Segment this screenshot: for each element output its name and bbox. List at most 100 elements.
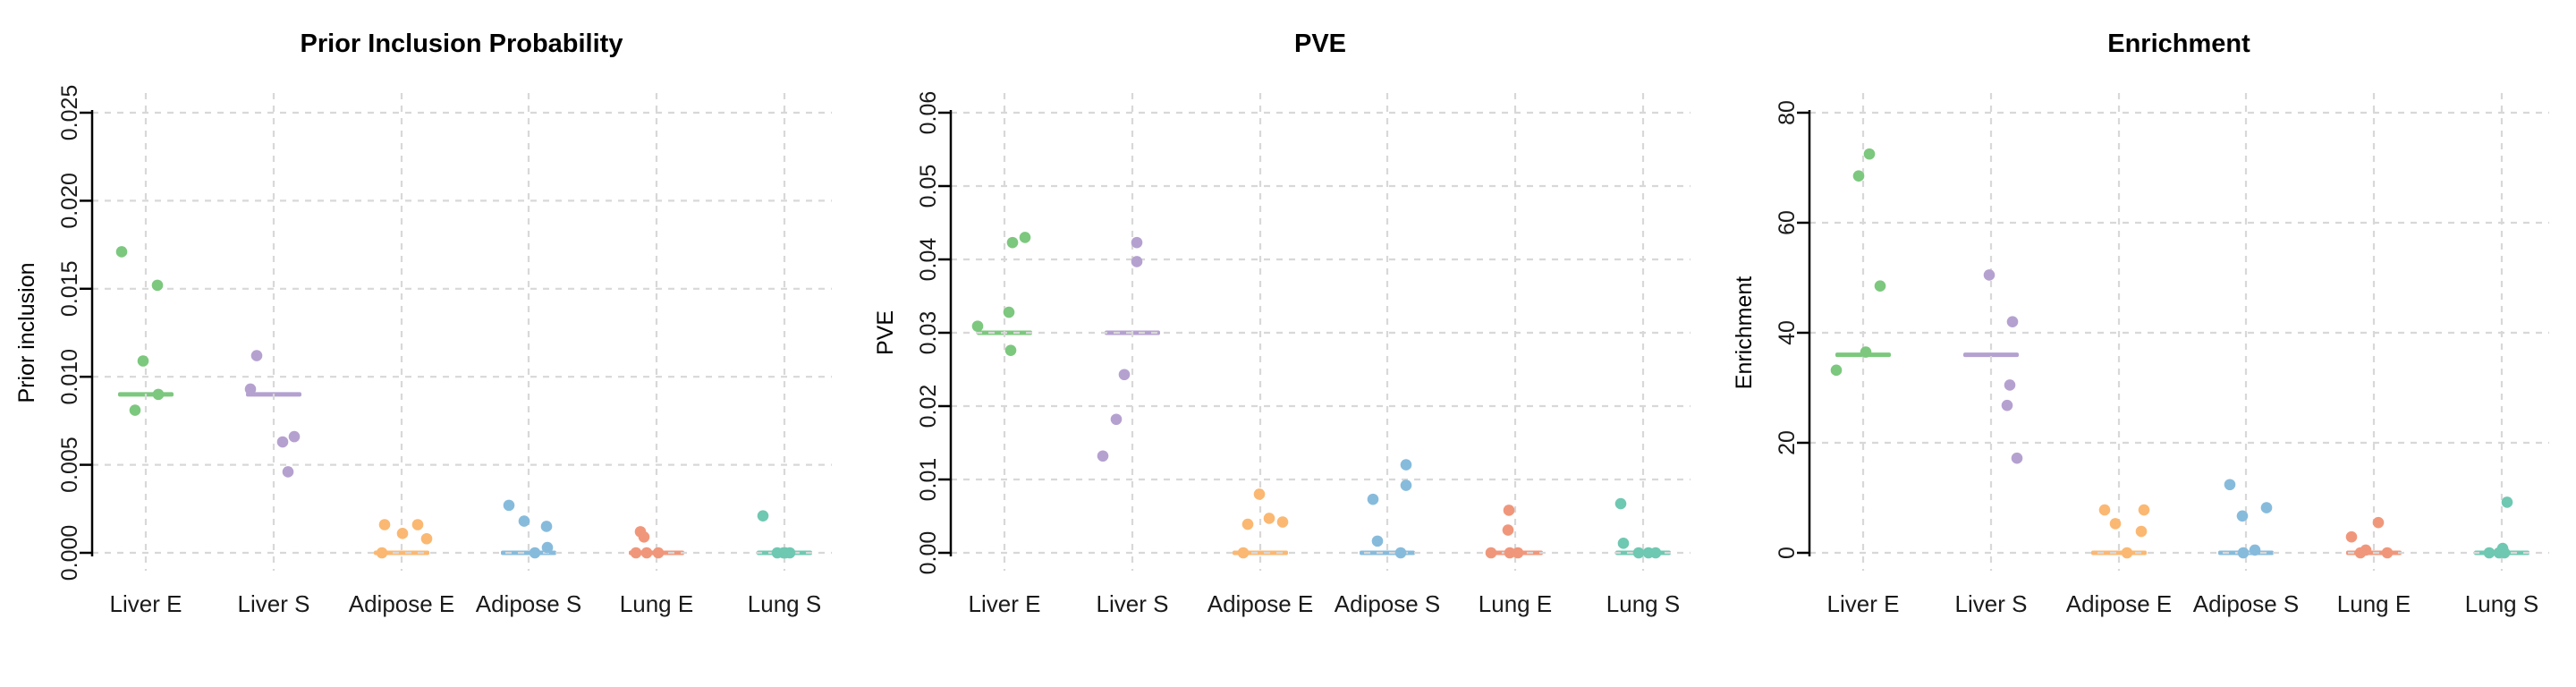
data-point	[503, 499, 515, 512]
chart-title: Enrichment	[2107, 30, 2250, 58]
y-tick-label: 0.000	[57, 525, 82, 581]
data-point	[2260, 502, 2273, 513]
data-point	[540, 521, 553, 532]
x-category-label: Liver S	[238, 590, 310, 617]
data-point	[1504, 547, 1516, 559]
data-point	[630, 547, 642, 559]
y-axis-title: Enrichment	[1732, 276, 1757, 389]
y-tick-label: 0.03	[916, 311, 941, 355]
data-point	[1400, 459, 1412, 471]
data-point	[2345, 530, 2358, 543]
data-point	[971, 320, 984, 332]
data-point	[638, 530, 650, 543]
data-point	[152, 388, 165, 401]
data-point	[757, 510, 769, 522]
data-point	[2004, 379, 2016, 391]
data-point	[2236, 510, 2249, 522]
data-point	[411, 519, 424, 530]
data-point	[1512, 547, 1524, 559]
x-category-label: Lung E	[2337, 590, 2411, 617]
data-point	[151, 279, 164, 292]
y-axis-title: Prior inclusion	[14, 262, 39, 403]
y-tick-label: 0.01	[916, 458, 941, 502]
median-bar	[1963, 352, 2019, 358]
y-tick-label: 0.06	[916, 91, 941, 135]
y-tick-label: 0.005	[57, 437, 82, 493]
data-point	[1003, 306, 1015, 318]
data-point	[250, 350, 263, 361]
x-category-label: Lung S	[748, 590, 821, 617]
data-point	[1863, 148, 1876, 160]
y-tick-label: 0.04	[916, 238, 941, 282]
data-point	[1874, 280, 1886, 293]
x-category-label: Liver S	[1955, 590, 2028, 617]
panel-prior-inclusion-probability: Prior Inclusion Probability Prior inclus…	[0, 0, 859, 687]
data-point	[1118, 369, 1131, 381]
data-point	[1237, 547, 1250, 559]
data-point	[2381, 547, 2394, 559]
panel-pve: PVE PVE 0.00 0.01 0.02 0.03 0.04 0.05 0.06 Live…	[859, 0, 1717, 687]
data-point	[396, 528, 409, 539]
data-point	[2354, 547, 2367, 559]
data-point	[1632, 547, 1645, 559]
data-point	[2501, 496, 2513, 508]
data-point	[1617, 538, 1630, 549]
data-point	[1485, 547, 1497, 559]
data-point	[1019, 232, 1031, 243]
data-point	[652, 547, 665, 559]
data-point	[1614, 497, 1627, 510]
y-tick-label: 0	[1775, 547, 1800, 559]
data-point	[2109, 518, 2122, 530]
data-point	[1371, 535, 1384, 547]
enrichment-plot: Enrichment Enrichment 0 20 40 60 80 Liver E Li…	[1732, 30, 2549, 617]
data-point	[1394, 547, 1407, 559]
y-tick-label: 0.010	[57, 349, 82, 405]
y-tick-label: 0.05	[916, 165, 941, 208]
x-category-label: Liver E	[969, 590, 1041, 617]
data-point	[1983, 269, 1996, 281]
data-point	[376, 547, 388, 559]
data-point	[1503, 505, 1515, 516]
data-point	[2372, 516, 2385, 529]
data-point	[2249, 544, 2261, 556]
data-point	[2237, 547, 2250, 559]
data-point	[420, 532, 433, 545]
data-point	[1860, 346, 1872, 358]
data-point	[779, 547, 792, 559]
y-tick-label: 60	[1775, 210, 1800, 235]
data-point	[2121, 547, 2133, 559]
data-point	[288, 430, 301, 443]
data-point	[276, 436, 289, 448]
y-tick-label: 0.015	[57, 261, 82, 318]
x-category-label: Lung E	[1479, 590, 1552, 617]
y-tick-label: 20	[1775, 430, 1800, 455]
y-tick-label: 0.020	[57, 173, 82, 229]
data-point	[1253, 488, 1266, 500]
y-tick-label: 40	[1775, 320, 1800, 345]
chart-title: Prior Inclusion Probability	[301, 30, 623, 58]
x-category-label: Lung S	[1606, 590, 1680, 617]
x-category-label: Adipose S	[476, 590, 582, 617]
data-point	[1400, 479, 1412, 491]
data-point	[1830, 364, 1843, 377]
data-point	[2493, 547, 2505, 559]
x-category-label: Adipose S	[2193, 590, 2300, 617]
data-point	[137, 355, 149, 367]
y-tick-label: 0.025	[57, 85, 82, 141]
x-category-label: Adipose S	[1335, 590, 1441, 617]
data-point	[115, 246, 128, 258]
y-tick-label: 0.00	[916, 531, 941, 575]
data-point	[518, 515, 530, 527]
data-point	[2224, 479, 2236, 491]
chart-title: PVE	[1294, 30, 1346, 58]
data-point	[640, 547, 653, 559]
data-point	[1367, 493, 1379, 505]
data-point	[2006, 316, 2019, 328]
x-category-label: Lung S	[2465, 590, 2538, 617]
data-point	[2483, 547, 2496, 559]
pve-plot: PVE PVE 0.00 0.01 0.02 0.03 0.04 0.05 0.06 Live…	[873, 30, 1690, 617]
data-point	[541, 541, 554, 554]
data-point	[244, 383, 257, 395]
panel-enrichment: Enrichment Enrichment 0 20 40 60 80 Liver E Li…	[1717, 0, 2576, 687]
data-point	[1502, 524, 1514, 536]
